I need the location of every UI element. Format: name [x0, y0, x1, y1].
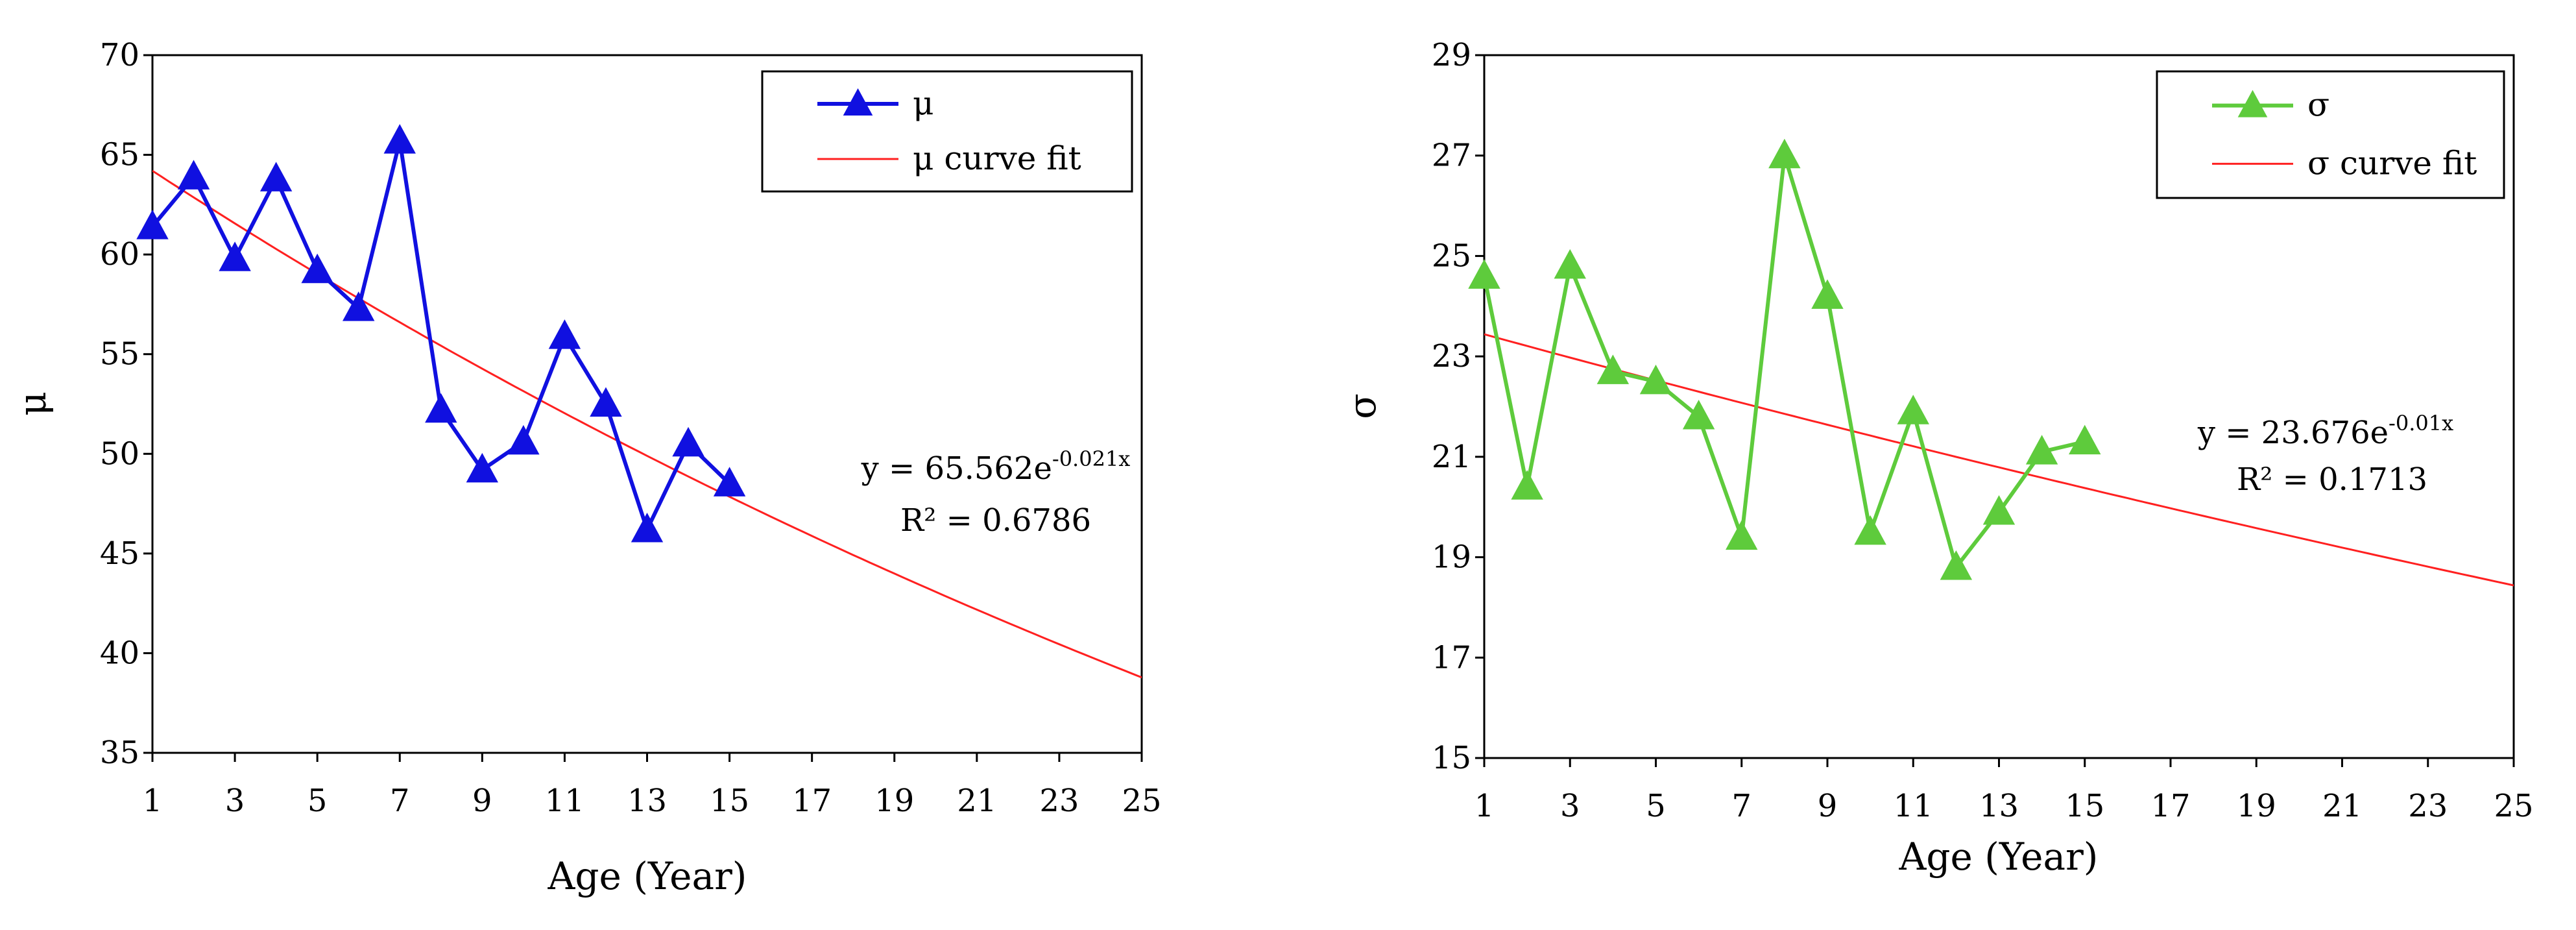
- x-tick-label: 5: [307, 783, 328, 819]
- data-point-marker: [1726, 520, 1758, 550]
- y-tick-label: 15: [1432, 740, 1471, 776]
- x-tick-label: 13: [627, 783, 667, 819]
- chart-panel-1: 1 3 5 7 9 11 13 15 17 19 21 23 253540455055606570Age…: [10, 37, 1162, 898]
- x-tick-label: 17: [792, 783, 832, 819]
- y-tick-label: 70: [100, 37, 139, 73]
- x-tick-label: 3: [225, 783, 245, 819]
- data-point-marker: [1511, 470, 1543, 500]
- y-tick-label: 17: [1432, 639, 1471, 676]
- y-tick-label: 65: [100, 137, 139, 173]
- data-point-marker: [259, 162, 293, 191]
- data-point-marker: [1596, 354, 1630, 384]
- data-point-marker: [1982, 495, 2016, 525]
- data-point-marker: [343, 291, 375, 321]
- x-tick-label: 1: [1475, 788, 1495, 824]
- x-tick-label: 23: [1039, 783, 1079, 819]
- data-point-marker: [590, 387, 622, 417]
- x-tick-label: 11: [1894, 788, 1933, 824]
- y-tick-label: 19: [1432, 539, 1471, 576]
- x-tick-label: 7: [390, 783, 410, 819]
- data-point-marker: [548, 319, 581, 349]
- x-axis-title: Age (Year): [548, 854, 747, 898]
- y-tick-label: 45: [100, 535, 139, 572]
- data-point-marker: [177, 160, 210, 190]
- x-tick-label: 11: [545, 783, 584, 819]
- x-tick-label: 9: [1818, 788, 1838, 824]
- data-point-marker: [383, 124, 416, 154]
- y-tick-label: 27: [1432, 138, 1471, 174]
- x-tick-label: 5: [1646, 788, 1666, 824]
- fit-equation: y = 23.676e-0.01x: [2197, 411, 2453, 451]
- x-tick-label: 1: [143, 783, 163, 819]
- x-tick-label: 23: [2408, 788, 2448, 824]
- fit-equation-exponent: -0.021x: [1052, 447, 1130, 471]
- x-tick-label: 7: [1731, 788, 1751, 824]
- x-tick-label: 25: [1122, 783, 1161, 819]
- y-tick-label: 25: [1432, 238, 1471, 274]
- series-line: [150, 139, 731, 532]
- legend-label-fit: σ curve fit: [2307, 144, 2477, 182]
- data-point-marker: [1854, 515, 1886, 545]
- data-point-marker: [1554, 249, 1586, 279]
- y-tick-label: 29: [1432, 37, 1471, 73]
- data-point-marker: [1811, 279, 1844, 309]
- data-point-marker: [136, 210, 169, 239]
- y-tick-label: 40: [100, 635, 139, 671]
- data-point-marker: [507, 424, 540, 455]
- data-point-marker: [631, 513, 664, 543]
- data-point-marker: [2069, 424, 2101, 455]
- data-point-marker: [425, 393, 457, 423]
- data-point-marker: [1639, 364, 1672, 395]
- legend-box: [2156, 70, 2505, 199]
- fit-r-squared: R² = 0.6786: [900, 502, 1091, 539]
- data-point-marker: [219, 241, 251, 271]
- y-tick-label: 21: [1432, 439, 1471, 475]
- y-axis-title: σ: [1340, 393, 1384, 419]
- x-axis-title: Age (Year): [1899, 835, 2099, 879]
- y-tick-label: 55: [100, 336, 139, 373]
- data-point-marker: [1468, 259, 1500, 289]
- y-tick-label: 60: [100, 236, 139, 273]
- fit-curve: [1484, 333, 2514, 587]
- x-tick-label: 21: [2322, 788, 2362, 824]
- data-point-marker: [466, 452, 499, 483]
- x-tick-label: 15: [710, 783, 749, 819]
- data-point-marker: [301, 253, 333, 284]
- data-point-marker: [1682, 399, 1715, 430]
- data-point-marker: [1940, 550, 1973, 580]
- legend-swatch-marker: [843, 88, 873, 116]
- y-tick-label: 35: [100, 735, 139, 771]
- legend-label-series: σ: [2307, 86, 2329, 124]
- fit-r-squared: R² = 0.1713: [2237, 461, 2427, 498]
- x-tick-label: 19: [2237, 788, 2276, 824]
- x-tick-label: 3: [1560, 788, 1580, 824]
- fit-curve: [152, 169, 1142, 679]
- data-point-marker: [713, 467, 746, 496]
- fit-equation-base: y = 23.676e: [2197, 415, 2389, 451]
- x-tick-label: 25: [2494, 788, 2533, 824]
- x-tick-label: 21: [957, 783, 996, 819]
- x-tick-label: 19: [874, 783, 914, 819]
- legend-label-series: μ: [913, 84, 934, 122]
- data-point-marker: [1897, 395, 1929, 424]
- fit-equation-base: y = 65.562e: [861, 450, 1052, 487]
- x-tick-label: 13: [1979, 788, 2019, 824]
- y-tick-label: 23: [1432, 338, 1471, 374]
- legend-box: [761, 70, 1133, 193]
- legend-swatch-marker: [2237, 90, 2268, 117]
- x-tick-label: 17: [2150, 788, 2190, 824]
- fit-equation-exponent: -0.01x: [2389, 411, 2453, 435]
- fit-equation: y = 65.562e-0.021x: [861, 447, 1131, 487]
- y-tick-label: 50: [100, 435, 139, 472]
- legend-label-fit: μ curve fit: [913, 140, 1081, 177]
- y-axis-title: μ: [10, 391, 54, 416]
- x-tick-label: 15: [2065, 788, 2104, 824]
- x-tick-label: 9: [472, 783, 492, 819]
- data-point-marker: [672, 426, 704, 457]
- data-point-marker: [1768, 138, 1801, 169]
- chart-panel-2: 1 3 5 7 9 11 13 15 17 19 21 23 251517192123252729Age…: [1340, 37, 2534, 879]
- data-point-marker: [2025, 435, 2058, 465]
